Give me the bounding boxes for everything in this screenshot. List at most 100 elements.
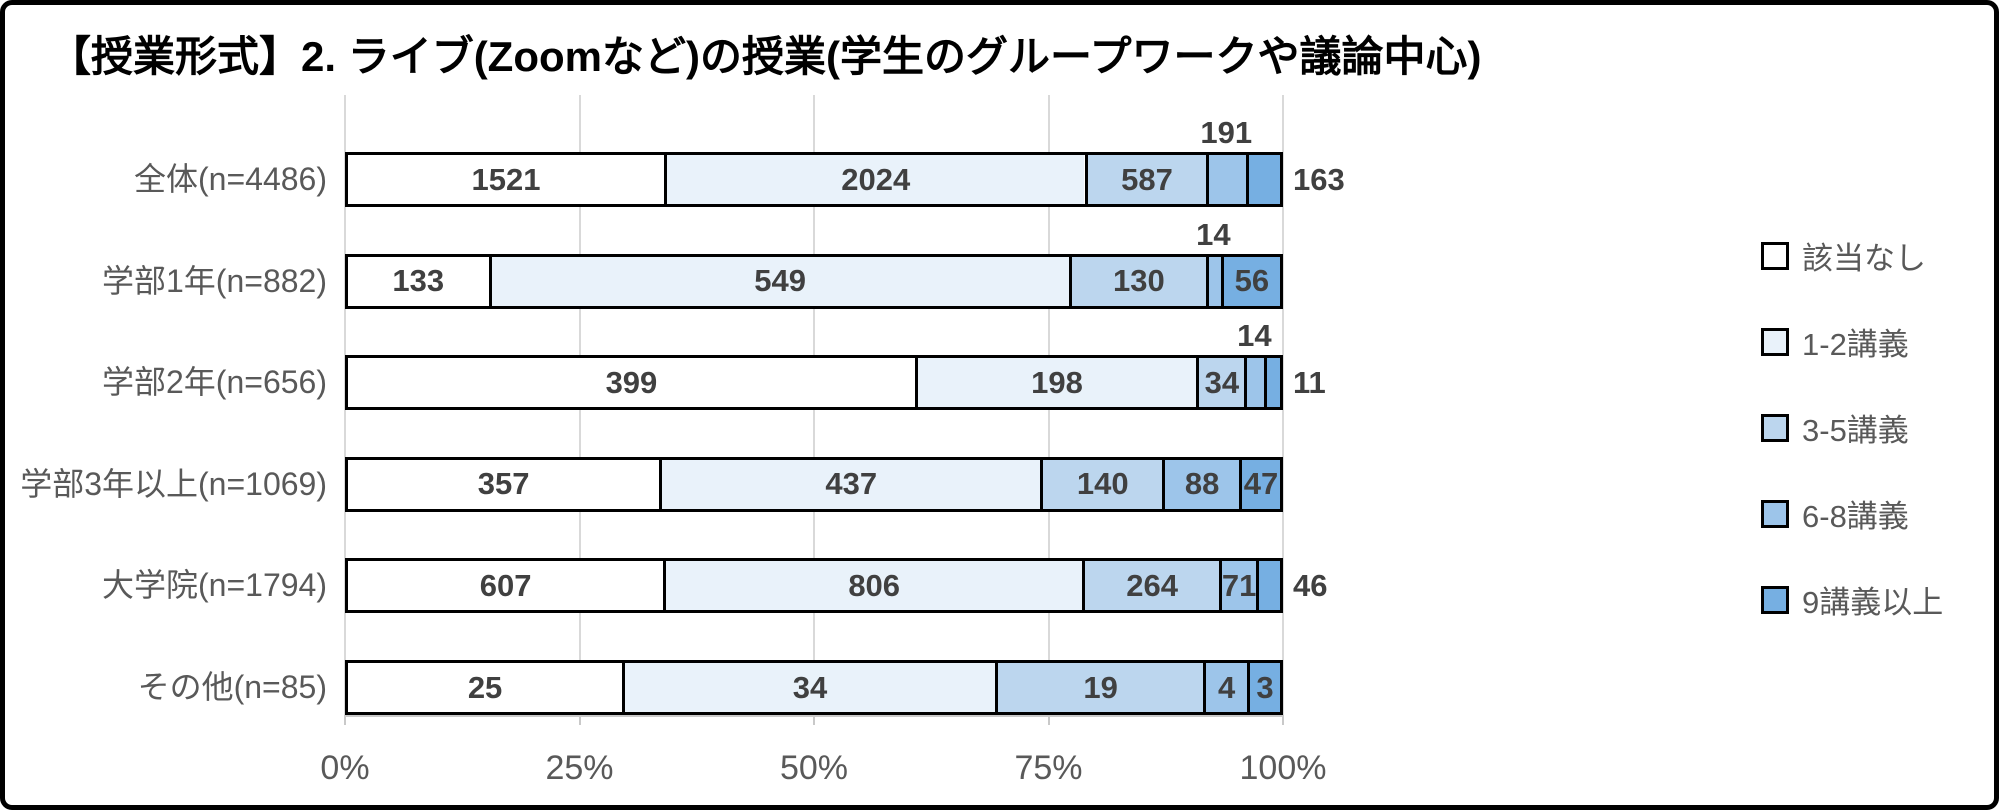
data-label: 264 — [1126, 567, 1178, 603]
data-label: 549 — [754, 263, 806, 299]
data-label-outside-right: 11 — [1293, 364, 1326, 400]
plot-area: 1521 2024 587 191 163 133 549 130 14 56 399 198 34 14… — [344, 95, 1345, 725]
x-axis-label: 25% — [545, 749, 614, 787]
bar-segment-5 — [1246, 155, 1280, 204]
category-label: その他(n=85) — [137, 669, 327, 705]
bar-segment-4: 71 — [1219, 561, 1257, 611]
data-label-above: 14 — [1196, 216, 1231, 252]
data-label: 56 — [1234, 263, 1270, 299]
data-label: 587 — [1121, 161, 1173, 197]
data-label: 3 — [1256, 669, 1274, 705]
legend-item: 3-5講義 — [1761, 405, 1943, 450]
data-label: 437 — [825, 466, 878, 502]
gridline — [1282, 95, 1284, 715]
bar-segment-3: 130 — [1068, 256, 1207, 306]
chart-title: 【授業形式】2. ライブ(Zoomなど)の授業(学生のグループワークや議論中心) — [49, 33, 1482, 80]
category-label: 学部1年(n=882) — [102, 262, 327, 299]
legend-label: 3-5講義 — [1802, 413, 1909, 448]
bar-segment-4: 4 — [1203, 663, 1248, 712]
stacked-bar: 357 437 140 88 47 — [345, 456, 1283, 512]
bar-segment-5 — [1264, 358, 1280, 408]
legend-item: 9講義以上 — [1761, 577, 1943, 622]
axis-tick-icon — [344, 715, 346, 725]
data-label: 133 — [392, 263, 445, 299]
legend-swatch-icon — [1761, 241, 1789, 270]
legend-item: 6-8講義 — [1761, 491, 1943, 536]
bar-segment-3: 587 — [1084, 155, 1207, 204]
bar-segment-4 — [1244, 358, 1265, 408]
data-label: 357 — [477, 466, 530, 502]
bar-segment-2: 806 — [663, 561, 1083, 611]
legend-label: 6-8講義 — [1802, 499, 1909, 534]
data-label: 88 — [1184, 466, 1220, 502]
data-label: 19 — [1083, 669, 1118, 705]
bar-segment-5: 56 — [1220, 256, 1280, 306]
legend-swatch-icon — [1761, 327, 1789, 356]
data-label: 607 — [479, 567, 532, 603]
legend-label: 該当なし — [1802, 241, 1926, 276]
x-axis-label: 100% — [1239, 749, 1327, 787]
bar-segment-1: 1521 — [348, 155, 664, 204]
bar-segment-1: 357 — [348, 459, 660, 509]
bar-segment-4 — [1206, 256, 1221, 306]
stacked-bar: 25 34 19 4 3 — [345, 660, 1283, 715]
category-label: 学部2年(n=656) — [102, 364, 327, 401]
category-label: 全体(n=4486) — [134, 161, 327, 197]
bar-segment-4: 88 — [1162, 459, 1240, 509]
bar-segment-2: 2024 — [663, 155, 1085, 204]
axis-tick-icon — [813, 715, 815, 725]
legend-item: 1-2講義 — [1761, 319, 1943, 364]
bar-segment-1: 133 — [348, 256, 489, 306]
axis-tick-icon — [1282, 715, 1284, 725]
bar-segment-1: 25 — [348, 663, 623, 712]
bar-segment-5: 3 — [1247, 663, 1280, 712]
data-label: 34 — [1204, 364, 1240, 400]
legend: 該当なし 1-2講義 3-5講義 6-8講義 9講義以上 — [1761, 233, 1943, 663]
data-label: 4 — [1218, 669, 1236, 705]
data-label: 140 — [1076, 466, 1129, 502]
stacked-bar: 133 549 130 14 56 — [345, 217, 1283, 309]
bar-segment-3: 140 — [1040, 459, 1163, 509]
stacked-bar: 399 198 34 14 11 — [345, 318, 1326, 411]
data-label: 71 — [1221, 567, 1257, 603]
data-label: 25 — [467, 669, 503, 705]
x-axis-label: 50% — [779, 749, 849, 787]
data-label: 2024 — [841, 161, 911, 197]
data-label-above: 14 — [1237, 318, 1272, 354]
bar-segment-1: 607 — [348, 561, 664, 611]
category-label: 学部3年以上(n=1069) — [20, 465, 327, 502]
bar-segment-1: 399 — [348, 358, 915, 408]
stacked-bar: 607 806 264 71 46 — [345, 558, 1327, 614]
axis-tick-icon — [578, 715, 581, 725]
x-axis-label: 75% — [1014, 749, 1083, 787]
axis-tick-icon — [1047, 715, 1050, 725]
data-label: 806 — [848, 567, 901, 603]
data-label: 130 — [1112, 263, 1165, 299]
category-label: 大学院(n=1794) — [102, 567, 327, 604]
stacked-bar: 1521 2024 587 191 163 — [345, 115, 1345, 207]
legend-label: 9講義以上 — [1802, 585, 1944, 620]
bar-segment-2: 549 — [488, 256, 1069, 306]
bar-segment-4 — [1206, 155, 1247, 204]
data-label: 198 — [1031, 364, 1083, 400]
legend-swatch-icon — [1761, 585, 1789, 614]
data-label-outside-right: 46 — [1293, 567, 1328, 603]
bar-segment-3: 264 — [1082, 561, 1220, 611]
bar-segment-2: 34 — [622, 663, 995, 712]
bar-segment-3: 19 — [994, 663, 1204, 712]
data-label-above: 191 — [1200, 115, 1253, 150]
legend-label: 1-2講義 — [1802, 327, 1909, 362]
bar-segment-2: 198 — [914, 358, 1197, 408]
data-label: 34 — [792, 669, 828, 705]
bar-segment-2: 437 — [659, 459, 1041, 509]
legend-swatch-icon — [1761, 499, 1789, 528]
bar-segment-5: 47 — [1239, 459, 1280, 509]
x-axis-label: 0% — [320, 749, 370, 787]
data-label-outside-right: 163 — [1293, 161, 1345, 197]
bar-segment-3: 34 — [1196, 358, 1245, 408]
bar-segment-5 — [1256, 561, 1280, 611]
data-label: 47 — [1243, 466, 1279, 502]
data-label: 1521 — [471, 161, 541, 197]
legend-swatch-icon — [1761, 413, 1789, 442]
